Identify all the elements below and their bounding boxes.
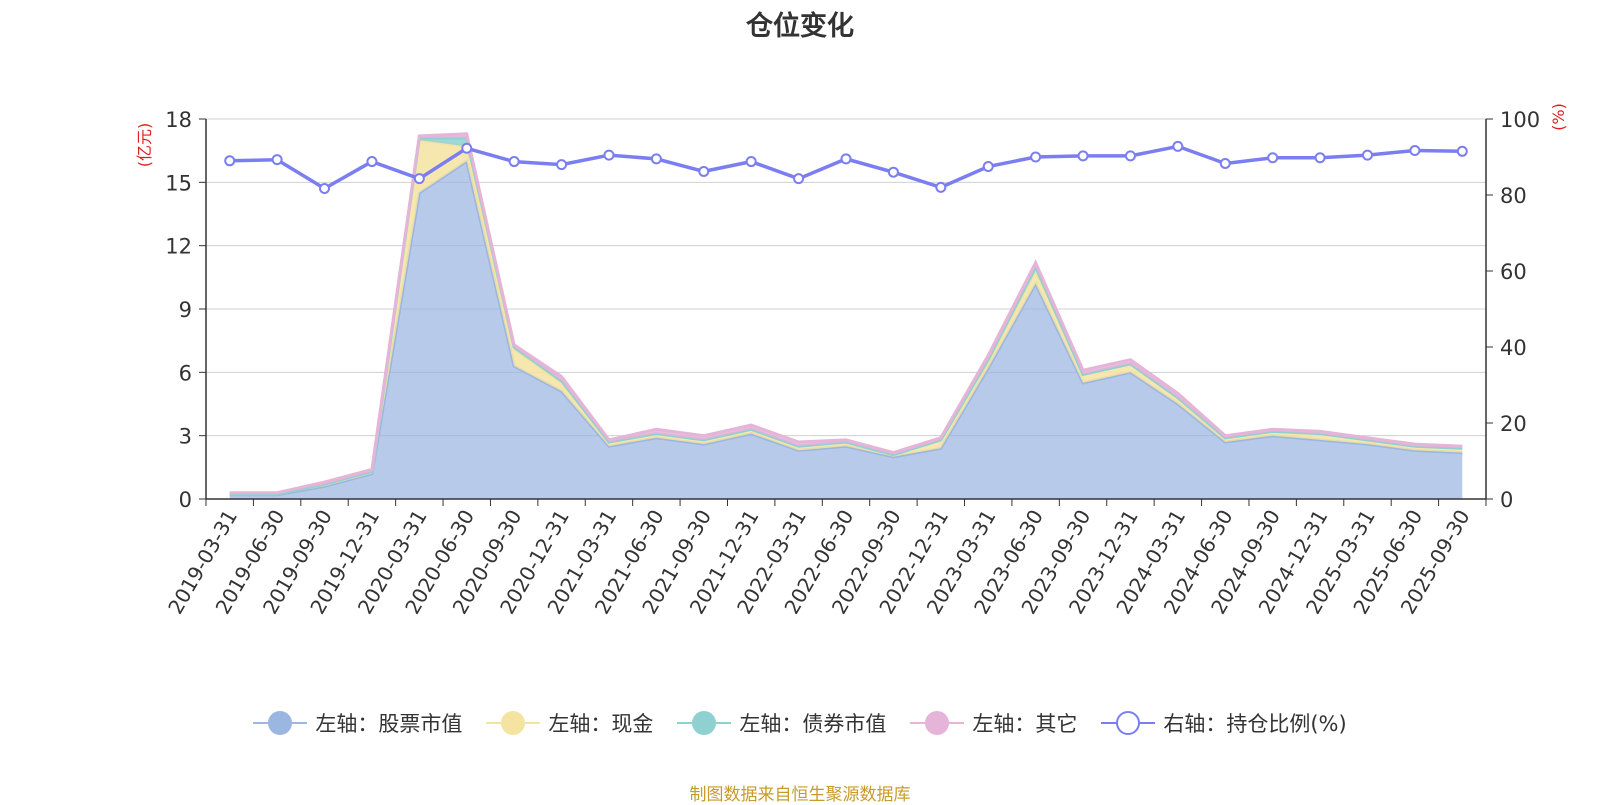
- ratio-point-5: [461, 142, 473, 154]
- right-tick-label-4: 80: [1500, 184, 1527, 208]
- legend: 左轴：股票市值 左轴：现金 左轴：债券市值 左轴：其它 右轴：持仓比例(%): [0, 708, 1600, 738]
- ratio-point-10: [698, 165, 710, 177]
- ratio-point-12: [793, 173, 805, 185]
- legend-item-ratio[interactable]: 右轴：持仓比例(%): [1101, 708, 1347, 738]
- legend-label-other: 左轴：其它: [972, 712, 1078, 736]
- left-tick-label-2: 6: [179, 361, 192, 385]
- right-tick-label-3: 60: [1500, 260, 1527, 284]
- right-tick-label-2: 40: [1500, 336, 1527, 360]
- ratio-point-9: [650, 153, 662, 165]
- left-tick-label-6: 18: [165, 108, 192, 132]
- area-line-series-3: [229, 132, 1463, 495]
- left-tick-label-3: 9: [179, 298, 192, 322]
- ratio-point-0: [224, 155, 236, 167]
- ratio-point-17: [1030, 151, 1042, 163]
- ratio-point-1: [271, 154, 283, 166]
- right-axis-unit: (%): [1549, 103, 1568, 131]
- ratio-point-15: [935, 181, 947, 193]
- right-tick-label-5: 100: [1500, 108, 1540, 132]
- ratio-point-13: [840, 153, 852, 165]
- ratio-point-14: [887, 166, 899, 178]
- legend-label-cash: 左轴：现金: [548, 712, 654, 736]
- ratio-point-26: [1456, 145, 1468, 157]
- left-tick-label-0: 0: [179, 488, 192, 512]
- legend-symbol-other: [910, 709, 965, 737]
- ratio-point-20: [1172, 140, 1184, 152]
- ratio-point-24: [1361, 149, 1373, 161]
- area-series-0: [229, 161, 1463, 499]
- legend-item-bond[interactable]: 左轴：债券市值: [677, 708, 886, 738]
- legend-label-stock: 左轴：股票市值: [315, 712, 463, 736]
- legend-symbol-bond: [677, 709, 732, 737]
- legend-symbol-cash: [486, 709, 541, 737]
- legend-item-stock[interactable]: 左轴：股票市值: [253, 708, 462, 738]
- ratio-point-18: [1077, 150, 1089, 162]
- left-tick-label-4: 12: [165, 235, 192, 259]
- ratio-point-2: [319, 183, 331, 195]
- ratio-point-22: [1267, 152, 1279, 164]
- ratio-point-23: [1314, 152, 1326, 164]
- ratio-point-4: [413, 173, 425, 185]
- left-tick-label-1: 3: [179, 425, 192, 449]
- ratio-point-16: [982, 161, 994, 172]
- left-tick-label-5: 15: [165, 171, 192, 195]
- right-tick-label-1: 20: [1500, 412, 1527, 436]
- chart-title: 仓位变化: [746, 11, 854, 42]
- left-axis-unit: (亿元): [135, 123, 154, 168]
- ratio-point-11: [745, 156, 757, 168]
- ratio-point-21: [1219, 157, 1231, 169]
- legend-symbol-stock: [253, 709, 308, 737]
- ratio-point-7: [556, 159, 568, 171]
- legend-item-other[interactable]: 左轴：其它: [910, 708, 1077, 738]
- legend-label-bond: 左轴：债券市值: [739, 712, 887, 736]
- ratio-point-3: [366, 156, 378, 168]
- ratio-point-25: [1409, 145, 1421, 157]
- source-note: 制图数据来自恒生聚源数据库: [689, 785, 911, 805]
- legend-symbol-ratio: [1101, 709, 1156, 737]
- ratio-point-8: [603, 149, 615, 161]
- ratio-point-6: [508, 156, 520, 168]
- ratio-point-19: [1124, 150, 1136, 162]
- legend-item-cash[interactable]: 左轴：现金: [486, 708, 653, 738]
- legend-label-ratio: 右轴：持仓比例(%): [1163, 712, 1347, 736]
- right-tick-label-0: 0: [1500, 488, 1513, 512]
